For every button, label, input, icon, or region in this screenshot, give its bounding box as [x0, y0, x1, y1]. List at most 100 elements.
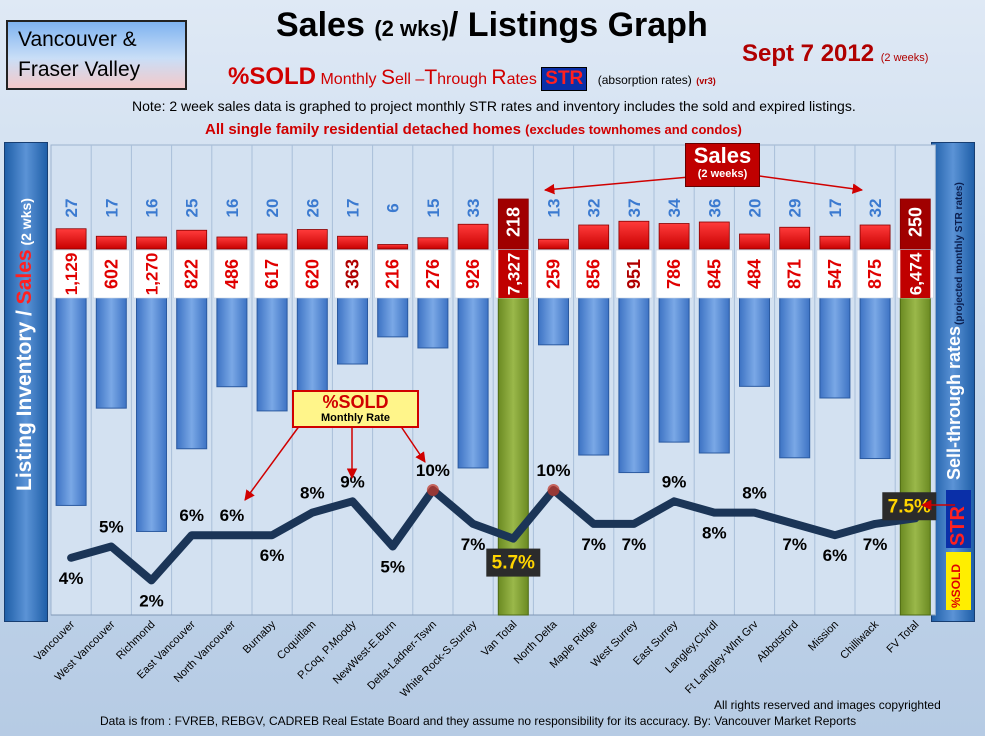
inventory-label: 602	[101, 259, 121, 289]
sales-bar	[55, 228, 87, 250]
title-listings: / Listings Graph	[448, 6, 708, 44]
sales-label: 26	[303, 199, 322, 218]
inventory-label: 486	[222, 259, 242, 289]
inventory-label: 276	[423, 259, 443, 289]
sold-rate-label: 8%	[300, 484, 325, 503]
sales-bar	[95, 235, 127, 250]
sales-label: 20	[263, 199, 282, 218]
date-note: (2 weeks)	[880, 52, 929, 64]
total-pct-box	[486, 548, 541, 577]
inventory-label-box	[655, 249, 693, 299]
sold-rate-line	[67, 486, 920, 585]
sales-bar	[457, 223, 489, 250]
sales-bar	[417, 237, 449, 250]
sales-label: 250	[905, 207, 925, 237]
inventory-label: 1,129	[62, 253, 81, 296]
inventory-label: 1,270	[143, 253, 162, 296]
sold-rate-label: 9%	[662, 472, 687, 491]
chart-title: Sales (2 wks)/ Listings Graph	[276, 6, 708, 45]
sales-label: 218	[503, 207, 523, 237]
subtitle: All single family residential detached h…	[205, 121, 742, 138]
inventory-label-box	[374, 249, 412, 299]
sold-rate-label: 2%	[139, 591, 164, 610]
inventory-bar	[377, 296, 409, 338]
sales-bar	[497, 198, 529, 250]
sales-label: 32	[585, 199, 604, 218]
inventory-label-box	[133, 249, 170, 299]
sold-rate-label: 7%	[581, 535, 606, 554]
left-axis-panel: Listing Inventory / Sales (2 wks)	[4, 142, 48, 622]
sales-label: 32	[866, 199, 885, 218]
inventory-label: 786	[664, 259, 684, 289]
inventory-bar	[216, 296, 248, 388]
sold-callout-title: %SOLD	[322, 392, 389, 412]
date-text: Sept 7 2012	[742, 40, 875, 67]
inventory-label-box	[253, 249, 291, 299]
category-label: Mission	[806, 619, 841, 654]
inventory-label-box	[293, 249, 331, 299]
subtitle-paren: (excludes townhomes and condos)	[525, 122, 742, 137]
inventory-label: 617	[262, 259, 282, 289]
inventory-label-box	[575, 249, 613, 299]
category-label: Delta-Ladner-Tswn	[365, 619, 439, 693]
sold-rate-label: 7.5%	[888, 496, 931, 517]
sales-bar	[578, 224, 610, 250]
sales-label: 37	[625, 199, 644, 218]
subtitle-main: All single family residential detached h…	[205, 121, 526, 138]
sold-rate-label: 10%	[416, 461, 450, 480]
right-sold-badge: %SOLD	[946, 552, 971, 610]
sold-rate-label: 6%	[823, 546, 848, 565]
sold-callout-sub: Monthly Rate	[320, 412, 391, 424]
inventory-label: 951	[624, 259, 644, 289]
inventory-label: 547	[825, 259, 845, 289]
sales-callout: Sales (2 weeks)	[685, 143, 760, 187]
sales-label: 29	[786, 199, 805, 218]
peak-marker	[426, 484, 439, 496]
total-label-box	[498, 250, 529, 298]
sales-bar	[779, 226, 811, 250]
inventory-bar	[739, 296, 770, 387]
region-line-2: Fraser Valley	[18, 58, 141, 81]
sold-rate-label: 6%	[220, 506, 245, 525]
inventory-label-box	[736, 249, 773, 299]
sales-bar	[899, 198, 931, 250]
report-date: Sept 7 2012 (2 weeks)	[742, 40, 928, 68]
right-str-badge: STR	[946, 490, 971, 548]
sales-bar	[819, 235, 851, 250]
inventory-label-box	[52, 249, 90, 299]
inventory-bar	[256, 296, 288, 412]
inventory-bar	[859, 296, 891, 460]
inventory-label-box	[535, 249, 572, 299]
inventory-label: 871	[785, 259, 805, 289]
category-label: Chilliwack	[838, 618, 881, 661]
sold-rate-label: 5.7%	[492, 553, 535, 574]
sales-callout-sub: (2 weeks)	[697, 168, 748, 180]
sales-bar	[377, 244, 409, 250]
sold-rate-label: 6%	[260, 546, 285, 565]
sales-label: 27	[62, 199, 81, 218]
sales-bar	[256, 233, 288, 250]
inventory-label: 6,474	[906, 252, 925, 295]
title-sales: Sales	[276, 6, 375, 44]
version-text: (vr3)	[696, 76, 716, 86]
inventory-label: 875	[865, 259, 885, 289]
sales-label: 34	[665, 198, 684, 217]
inventory-label-box	[776, 249, 814, 299]
inventory-label: 620	[302, 259, 322, 289]
region-line-1: Vancouver &	[18, 28, 137, 51]
rights-text: All rights reserved and images copyright…	[714, 698, 941, 712]
sold-label: %SOLD	[228, 63, 317, 90]
inventory-label: 484	[745, 259, 765, 289]
sales-bar	[337, 235, 368, 250]
sold-rate-label: 10%	[536, 461, 570, 480]
callout-arrow	[399, 424, 426, 463]
inventory-bar	[618, 296, 650, 474]
sold-rate-label: 5%	[99, 518, 124, 537]
sales-bar	[136, 236, 167, 250]
inventory-label: 926	[463, 259, 483, 289]
peak-marker	[547, 484, 560, 496]
sales-label: 17	[102, 199, 121, 218]
inventory-bar	[337, 296, 368, 365]
sales-label: 36	[705, 199, 724, 218]
sold-rate-label: 5%	[380, 558, 405, 577]
